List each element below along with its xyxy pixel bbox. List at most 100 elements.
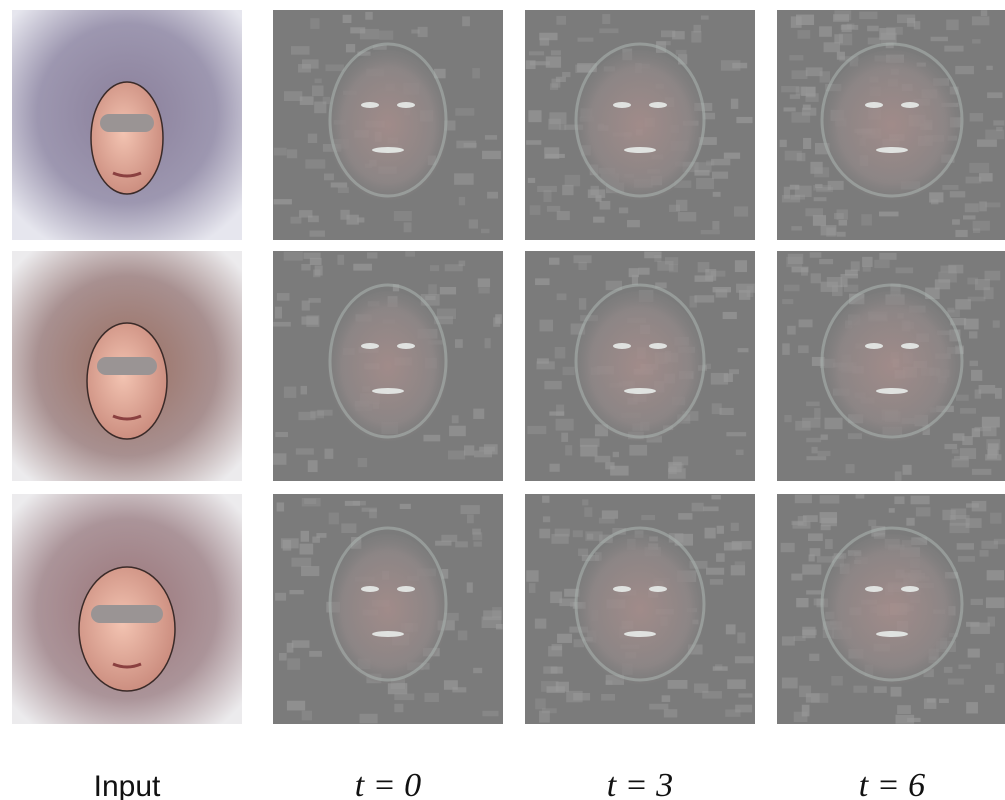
noise-patch xyxy=(277,293,290,301)
highlight xyxy=(876,388,908,394)
noise-patch xyxy=(369,509,377,518)
noise-patch xyxy=(981,10,987,16)
noise-patch xyxy=(562,185,573,195)
noise-patch xyxy=(969,163,989,173)
noise-patch xyxy=(979,173,993,181)
noise-patch xyxy=(302,498,321,506)
noise-patch xyxy=(790,185,800,190)
noise-patch xyxy=(337,255,344,265)
noise-patch xyxy=(291,46,310,55)
noise-patch xyxy=(916,507,931,516)
noise-patch xyxy=(287,149,297,158)
noise-patch xyxy=(731,565,745,575)
noise-patch xyxy=(738,693,752,697)
noise-patch xyxy=(584,507,592,517)
noise-patch xyxy=(482,711,498,716)
noise-patch xyxy=(289,590,303,594)
noise-patch xyxy=(483,610,501,620)
noise-patch xyxy=(735,260,747,272)
noise-patch xyxy=(343,15,352,23)
noise-patch xyxy=(817,556,834,562)
noise-patch xyxy=(544,147,559,159)
noise-patch xyxy=(972,39,981,43)
noise-patch xyxy=(668,468,686,479)
face xyxy=(87,323,167,439)
noise-patch xyxy=(535,278,550,285)
highlight xyxy=(901,586,919,592)
noise-patch xyxy=(834,34,843,43)
highlight xyxy=(397,102,415,108)
noise-patch xyxy=(839,220,847,226)
noise-patch xyxy=(782,299,793,304)
noise-patch xyxy=(672,31,685,39)
noise-patch xyxy=(312,537,320,543)
noise-patch xyxy=(894,496,904,504)
noise-patch xyxy=(425,693,439,702)
noise-patch xyxy=(580,438,600,446)
noise-patch xyxy=(958,556,975,562)
noise-patch xyxy=(946,20,958,31)
noise-patch xyxy=(972,16,990,25)
eye-mask xyxy=(100,114,154,132)
noise-patch xyxy=(526,140,541,145)
noise-patch xyxy=(931,199,939,204)
noise-patch xyxy=(275,307,282,319)
noise-patch xyxy=(274,148,287,156)
noise-patch xyxy=(713,192,721,197)
noise-patch xyxy=(965,203,979,212)
noise-patch xyxy=(454,173,474,184)
noise-patch xyxy=(665,257,678,264)
noise-patch xyxy=(844,285,858,292)
noise-patch xyxy=(449,426,466,436)
highlight xyxy=(901,343,919,349)
noise-patch xyxy=(555,347,566,358)
noise-patch xyxy=(561,433,568,442)
noise-patch xyxy=(549,258,559,265)
noise-patch xyxy=(948,678,964,684)
noise-patch xyxy=(819,26,832,37)
noise-patch xyxy=(814,197,827,201)
noise-patch xyxy=(897,15,915,24)
noise-patch xyxy=(791,574,802,581)
noise-patch xyxy=(938,272,957,283)
noise-patch xyxy=(896,715,915,724)
noise-patch xyxy=(820,512,837,523)
noise-patch xyxy=(996,663,1004,674)
noise-patch xyxy=(799,686,811,698)
noise-patch xyxy=(315,265,323,275)
noise-patch xyxy=(955,66,974,74)
noise-patch xyxy=(529,51,544,55)
highlight xyxy=(649,343,667,349)
noise-patch xyxy=(559,124,566,130)
noise-patch xyxy=(556,16,566,25)
noise-patch xyxy=(678,513,692,520)
noise-patch xyxy=(798,345,809,353)
noise-patch xyxy=(496,624,503,629)
noise-patch xyxy=(301,386,307,394)
noise-patch xyxy=(482,151,501,159)
noise-patch xyxy=(602,14,610,24)
noise-patch xyxy=(824,418,842,430)
noise-patch xyxy=(784,415,791,422)
noise-patch xyxy=(526,60,536,69)
noise-patch xyxy=(724,153,740,159)
noise-patch xyxy=(820,495,840,503)
noise-patch xyxy=(467,515,474,524)
column-label: t = 0 xyxy=(355,767,421,800)
noise-patch xyxy=(543,190,551,202)
highlight xyxy=(649,586,667,592)
noise-patch xyxy=(595,456,611,463)
noise-patch xyxy=(323,97,330,104)
noise-patch xyxy=(986,597,1005,608)
noise-patch xyxy=(539,33,557,40)
noise-patch xyxy=(544,381,561,389)
noise-patch xyxy=(821,225,837,235)
noise-patch xyxy=(542,496,549,503)
noise-patch xyxy=(960,408,976,414)
noise-patch xyxy=(724,374,733,382)
noise-patch xyxy=(556,405,564,416)
noise-patch xyxy=(411,30,419,34)
noise-patch xyxy=(968,297,986,302)
noise-patch xyxy=(606,680,613,685)
noise-patch xyxy=(574,255,592,263)
